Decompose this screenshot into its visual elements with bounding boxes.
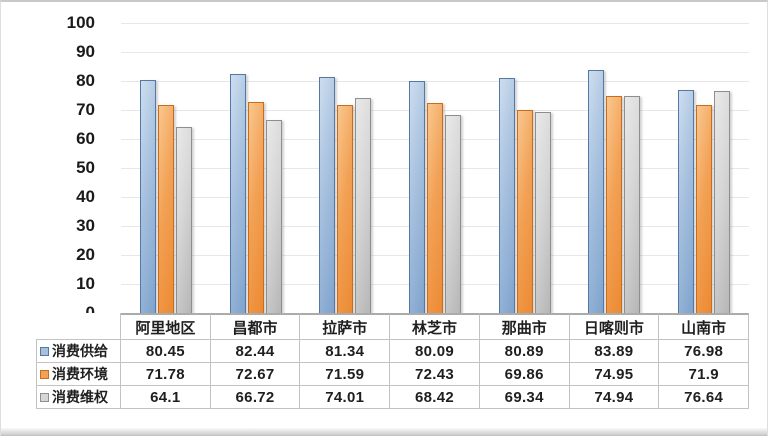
value-cell: 71.78	[121, 363, 211, 386]
value-cell: 68.42	[390, 386, 480, 409]
bar-consumption-environment	[426, 102, 443, 313]
y-axis: 0 10 20 30 40 50 60 70 80 90 100	[1, 13, 109, 322]
value-cell: 81.34	[300, 340, 391, 363]
value-cell: 80.89	[479, 340, 570, 363]
value-cell: 76.98	[659, 340, 749, 363]
y-axis-tick-label: 0	[86, 302, 95, 324]
city-header-cell: 昌都市	[210, 313, 301, 340]
city-header-cell: 那曲市	[479, 313, 570, 340]
bar-group-7	[659, 23, 749, 313]
bar-consumption-supply	[139, 79, 156, 313]
y-axis-tick-label: 50	[76, 158, 95, 177]
value-cell: 72.43	[390, 363, 480, 386]
value-cell: 71.9	[659, 363, 749, 386]
value-cell: 74.95	[569, 363, 660, 386]
value-cell: 69.34	[479, 386, 570, 409]
value-cell: 69.86	[479, 363, 570, 386]
bar-group-5	[480, 23, 570, 313]
bar-group-2	[211, 23, 301, 313]
city-header-cell: 阿里地区	[121, 313, 211, 340]
value-cell: 64.1	[121, 386, 211, 409]
legend-item-consumption-rights: 消费维权	[36, 386, 121, 409]
table-corner-cell	[36, 313, 121, 340]
legend-label: 消费供给	[52, 343, 108, 359]
city-header-cell: 拉萨市	[300, 313, 391, 340]
value-cell: 72.67	[210, 363, 301, 386]
bar-consumption-rights	[265, 119, 282, 313]
bar-consumption-environment	[157, 104, 174, 313]
y-axis-tick-label: 10	[76, 274, 95, 293]
value-cell: 80.09	[390, 340, 480, 363]
bar-consumption-rights	[175, 127, 192, 313]
gridline	[121, 52, 749, 53]
bar-consumption-supply	[678, 89, 695, 313]
bottom-edge-bar	[1, 428, 767, 436]
bar-consumption-environment	[696, 104, 713, 313]
y-axis-tick-label: 90	[76, 42, 95, 61]
bar-consumption-rights	[534, 111, 551, 313]
legend-item-consumption-supply: 消费供给	[36, 340, 121, 363]
bar-consumption-environment	[516, 110, 533, 313]
city-header-cell: 山南市	[659, 313, 749, 340]
y-axis-tick-label: 40	[76, 187, 95, 206]
bar-group-1	[121, 23, 211, 313]
value-cell: 80.45	[121, 340, 211, 363]
y-axis-tick-label: 80	[76, 71, 95, 90]
bar-series-area	[121, 23, 749, 313]
bar-consumption-supply	[319, 77, 336, 313]
value-cell: 74.01	[300, 386, 391, 409]
data-table: 阿里地区 昌都市 拉萨市 林芝市 那曲市 日喀则市 山南市消费供给 80.45 82.44 81.…	[36, 313, 749, 409]
bar-consumption-environment	[337, 105, 354, 313]
y-axis-tick-label: 20	[76, 245, 95, 264]
bar-consumption-rights	[714, 90, 731, 313]
city-header-cell: 林芝市	[390, 313, 480, 340]
value-cell: 76.64	[659, 386, 749, 409]
legend-item-consumption-environment: 消费环境	[36, 363, 121, 386]
value-cell: 83.89	[569, 340, 660, 363]
city-header-cell: 日喀则市	[569, 313, 660, 340]
bar-group-6	[570, 23, 660, 313]
gridline	[121, 23, 749, 24]
value-cell: 71.59	[300, 363, 391, 386]
legend-swatch-consumption-rights	[40, 392, 49, 402]
bar-group-3	[300, 23, 390, 313]
legend-label: 消费环境	[52, 366, 108, 382]
legend-swatch-consumption-environment	[40, 369, 49, 379]
value-cell: 74.94	[569, 386, 660, 409]
bar-consumption-rights	[444, 114, 461, 313]
bar-consumption-supply	[588, 69, 605, 313]
legend-label: 消费维权	[52, 389, 108, 405]
bar-consumption-rights	[624, 95, 641, 313]
y-axis-tick-label: 100	[66, 13, 95, 32]
bar-consumption-environment	[247, 102, 264, 313]
y-axis-tick-label: 70	[76, 100, 95, 119]
value-cell: 66.72	[210, 386, 301, 409]
bar-consumption-supply	[498, 78, 515, 313]
legend-swatch-consumption-supply	[40, 346, 49, 356]
y-axis-tick-label: 60	[76, 129, 95, 148]
bar-group-4	[390, 23, 480, 313]
bar-consumption-environment	[606, 95, 623, 313]
y-axis-tick-label: 30	[76, 216, 95, 235]
bar-consumption-supply	[408, 80, 425, 313]
value-cell: 82.44	[210, 340, 301, 363]
gridline	[121, 81, 749, 82]
bar-consumption-rights	[355, 98, 372, 313]
bar-consumption-supply	[229, 73, 246, 313]
